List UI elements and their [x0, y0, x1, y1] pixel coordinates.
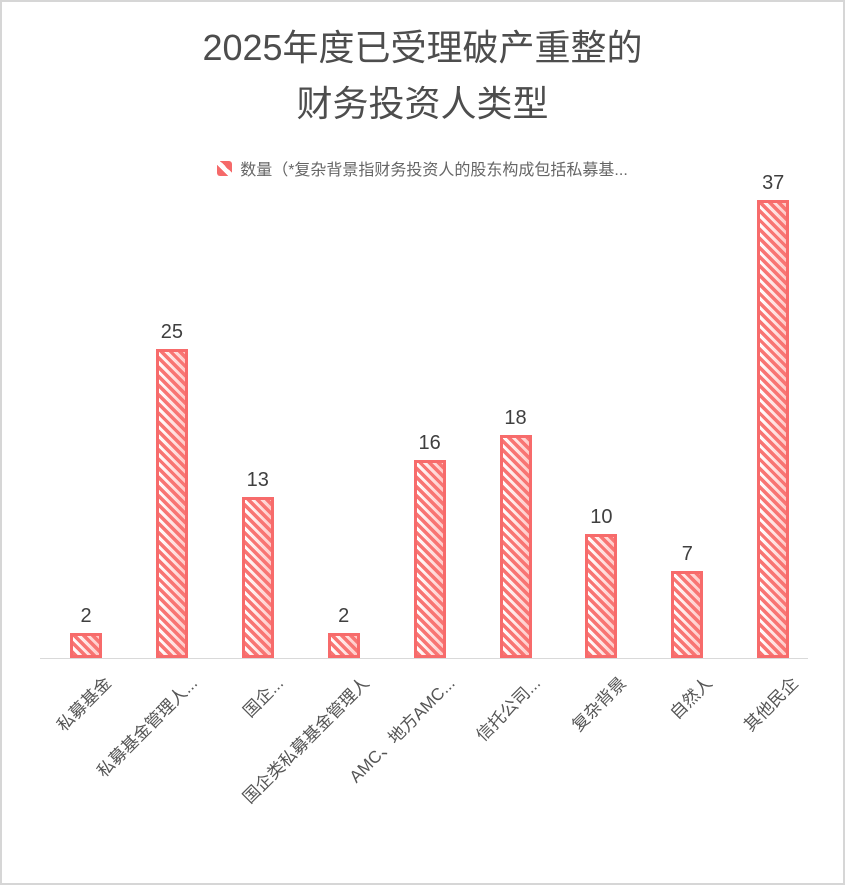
bar-9[interactable]	[757, 200, 790, 658]
bar-value-label: 18	[504, 407, 527, 429]
legend-label: 数量（*复杂背景指财务投资人的股东构成包括私募基...	[240, 162, 628, 179]
x-axis-line	[40, 658, 808, 659]
bar-4[interactable]	[327, 633, 360, 658]
bar-2[interactable]	[155, 349, 188, 658]
legend-item[interactable]: 数量（*复杂背景指财务投资人的股东构成包括私募基...	[2, 156, 843, 180]
bar-value-label: 2	[80, 605, 92, 627]
bar-value-label: 16	[418, 432, 441, 454]
category-label: 国企...	[239, 673, 287, 722]
chart-title-line2: 财务投资人类型	[296, 83, 549, 124]
category-label: 信托公司...	[472, 673, 545, 746]
bar-1[interactable]	[70, 633, 102, 658]
bar-value-label: 37	[762, 172, 785, 194]
bar-8[interactable]	[671, 571, 704, 658]
bar-3[interactable]	[241, 497, 274, 658]
bar-6[interactable]	[499, 435, 532, 658]
bar-7[interactable]	[585, 534, 618, 658]
category-label: 其他民企	[740, 673, 803, 736]
bar-5[interactable]	[413, 460, 446, 658]
bar-value-label: 2	[338, 605, 350, 627]
bar-value-label: 25	[160, 321, 184, 343]
legend-swatch-icon	[217, 160, 233, 176]
chart-title-line1: 2025年度已受理破产重整的	[202, 27, 643, 68]
category-label: 复杂背景	[568, 673, 631, 736]
category-label: 私募基金	[53, 673, 115, 736]
category-label: 自然人	[666, 673, 717, 724]
bar-value-label: 13	[246, 469, 269, 491]
bar-value-label: 10	[590, 506, 613, 528]
bar-value-label: 7	[681, 543, 693, 565]
